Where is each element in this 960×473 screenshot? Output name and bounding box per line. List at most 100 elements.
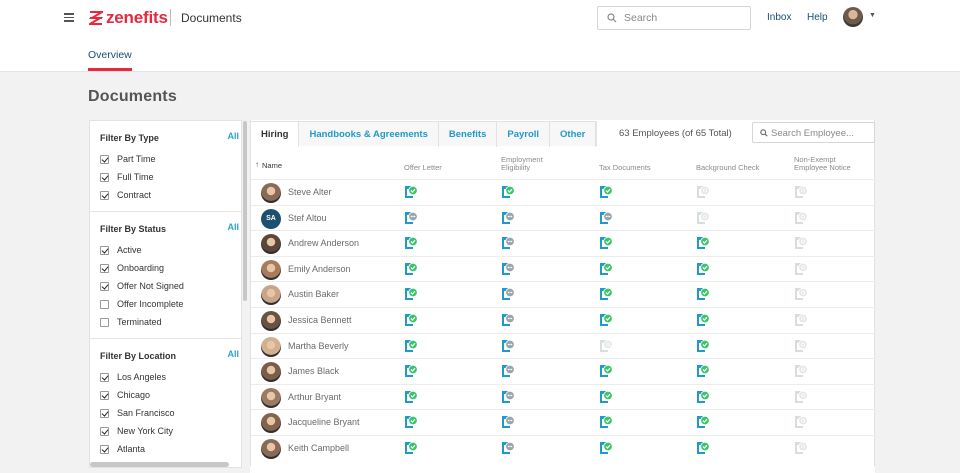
filter-location-option[interactable]: Chicago (100, 386, 241, 404)
filter-status-option[interactable]: Active (100, 241, 241, 259)
document-complete-icon[interactable] (501, 185, 515, 199)
user-avatar[interactable] (843, 7, 863, 27)
employee-name[interactable]: Jessica Bennett (288, 315, 352, 325)
checkbox-checked[interactable] (100, 372, 109, 382)
document-complete-icon[interactable] (696, 390, 710, 404)
employee-name[interactable]: Steve Alter (288, 187, 332, 197)
checkbox-checked[interactable] (100, 245, 109, 255)
document-complete-icon[interactable] (599, 364, 613, 378)
filter-location-all-link[interactable]: All (227, 349, 239, 359)
checkbox-unchecked[interactable] (100, 299, 109, 309)
filter-location-option[interactable]: Los Angeles (100, 368, 241, 386)
document-complete-icon[interactable] (696, 262, 710, 276)
table-row[interactable]: Austin Baker (251, 281, 875, 307)
document-complete-icon[interactable] (599, 262, 613, 276)
filter-type-option[interactable]: Full Time (100, 168, 241, 186)
document-complete-icon[interactable] (696, 441, 710, 455)
document-pending-icon[interactable] (404, 211, 418, 225)
document-pending-icon[interactable] (501, 236, 515, 250)
document-complete-icon[interactable] (404, 287, 418, 301)
filter-status-option[interactable]: Onboarding (100, 259, 241, 277)
tab-overview[interactable]: Overview (88, 49, 132, 61)
filter-location-option[interactable]: San Francisco (100, 404, 241, 422)
document-complete-icon[interactable] (404, 441, 418, 455)
table-row[interactable]: Jessica Bennett (251, 307, 875, 333)
document-pending-icon[interactable] (501, 262, 515, 276)
checkbox-checked[interactable] (100, 190, 109, 200)
filter-status-option[interactable]: Terminated (100, 313, 241, 331)
document-complete-icon[interactable] (599, 287, 613, 301)
table-row[interactable]: Steve Alter (251, 179, 875, 205)
employee-name[interactable]: Austin Baker (288, 289, 340, 300)
filter-status-option[interactable]: Offer Not Signed (100, 277, 241, 295)
document-pending-icon[interactable] (501, 313, 515, 327)
document-complete-icon[interactable] (599, 390, 613, 404)
filter-horizontal-scrollbar[interactable] (90, 462, 229, 467)
checkbox-checked[interactable] (100, 390, 109, 400)
document-complete-icon[interactable] (404, 185, 418, 199)
employee-search-box[interactable] (752, 122, 875, 143)
document-pending-icon[interactable] (501, 339, 515, 353)
filter-status-all-link[interactable]: All (227, 222, 239, 232)
table-row[interactable]: Jacqueline Bryant (251, 409, 875, 435)
table-row[interactable]: SA Stef Altou (251, 204, 875, 231)
document-pending-icon[interactable] (501, 415, 515, 429)
document-pending-icon[interactable] (599, 211, 613, 225)
document-pending-icon[interactable] (501, 211, 515, 225)
employee-name[interactable]: Andrew Anderson (288, 238, 360, 249)
document-complete-icon[interactable] (696, 364, 710, 378)
tab-hiring[interactable]: Hiring (251, 122, 300, 147)
document-complete-icon[interactable] (599, 415, 613, 429)
document-pending-icon[interactable] (501, 441, 515, 455)
zenefits-logo[interactable]: zenefits (89, 8, 168, 28)
checkbox-checked[interactable] (100, 172, 109, 182)
tab-other[interactable]: Other (550, 122, 597, 147)
document-complete-icon[interactable] (696, 313, 710, 327)
checkbox-checked[interactable] (100, 281, 109, 291)
document-pending-icon[interactable] (501, 287, 515, 301)
employee-name[interactable]: Keith Campbell (288, 443, 350, 453)
document-complete-icon[interactable] (404, 339, 418, 353)
checkbox-checked[interactable] (100, 263, 109, 273)
document-complete-icon[interactable] (696, 339, 710, 353)
document-complete-icon[interactable] (404, 415, 418, 429)
checkbox-checked[interactable] (100, 408, 109, 418)
document-complete-icon[interactable] (404, 262, 418, 276)
document-complete-icon[interactable] (696, 287, 710, 301)
table-row[interactable]: Emily Anderson (251, 255, 875, 282)
tab-payroll[interactable]: Payroll (497, 122, 551, 147)
table-row[interactable]: James Black (251, 358, 875, 384)
document-complete-icon[interactable] (599, 185, 613, 199)
employee-name[interactable]: Martha Beverly (288, 340, 349, 351)
document-complete-icon[interactable] (404, 313, 418, 327)
employee-name[interactable]: Jacqueline Bryant (288, 417, 360, 428)
table-row[interactable]: Arthur Bryant (251, 383, 875, 410)
filter-location-option[interactable]: Atlanta (100, 440, 241, 458)
filter-type-option[interactable]: Contract (100, 186, 241, 204)
employee-search-input[interactable] (771, 126, 871, 140)
document-complete-icon[interactable] (404, 236, 418, 250)
table-row[interactable]: Andrew Anderson (251, 230, 875, 256)
checkbox-checked[interactable] (100, 444, 109, 454)
employee-name[interactable]: James Black (288, 366, 340, 377)
chevron-down-icon[interactable]: ▼ (869, 12, 876, 19)
sort-arrow-icon[interactable]: ↑ (255, 160, 259, 169)
document-complete-icon[interactable] (599, 441, 613, 455)
document-complete-icon[interactable] (599, 236, 613, 250)
document-complete-icon[interactable] (599, 313, 613, 327)
document-pending-icon[interactable] (501, 390, 515, 404)
global-search-input[interactable] (624, 10, 744, 26)
checkbox-unchecked[interactable] (100, 317, 109, 327)
tab-benefits[interactable]: Benefits (439, 122, 498, 147)
checkbox-checked[interactable] (100, 154, 109, 164)
filter-location-option[interactable]: New York City (100, 422, 241, 440)
employee-name[interactable]: Arthur Bryant (288, 391, 342, 402)
document-complete-icon[interactable] (404, 390, 418, 404)
filter-type-option[interactable]: Part Time (100, 150, 241, 168)
filter-vertical-scrollbar[interactable] (243, 121, 247, 301)
document-complete-icon[interactable] (696, 415, 710, 429)
checkbox-checked[interactable] (100, 426, 109, 436)
help-link[interactable]: Help (807, 12, 828, 23)
document-pending-icon[interactable] (501, 364, 515, 378)
table-row[interactable]: Keith Campbell (251, 435, 875, 461)
